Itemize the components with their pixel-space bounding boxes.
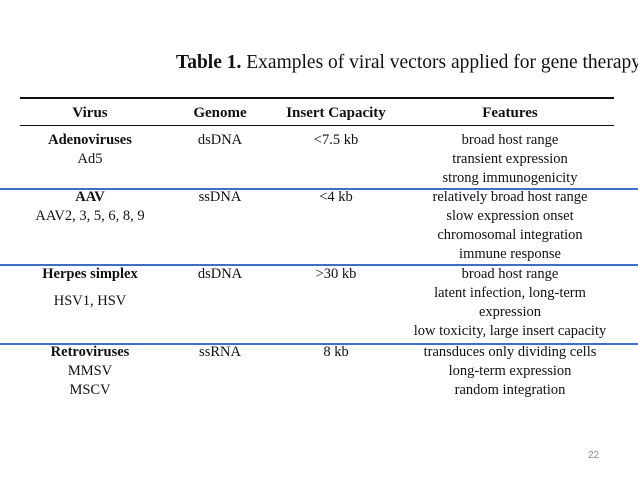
feature-line: low toxicity, large insert capacity — [413, 323, 607, 339]
insert-capacity-cell: <7.5 kb — [313, 132, 359, 148]
feature-line: broad host range — [461, 266, 559, 282]
table-header-rule — [20, 125, 614, 126]
virus-serotypes: Ad5 — [77, 151, 103, 167]
virus-serotypes: MMSV — [67, 363, 113, 379]
row-separator — [0, 343, 638, 345]
feature-line: transient expression — [452, 151, 568, 167]
virus-name: Herpes simplex — [42, 266, 138, 282]
table-row-virus: Retroviruses MMSV MSCV — [20, 343, 160, 400]
feature-line: slow expression onset — [446, 208, 574, 224]
genome-cell: ssRNA — [199, 344, 241, 360]
features-cell: broad host range transient expression st… — [402, 131, 618, 188]
header-features: Features — [482, 105, 538, 121]
table-row-virus: Adenoviruses Ad5 — [20, 131, 160, 169]
features-cell: transduces only dividing cells long-term… — [402, 343, 618, 400]
table-caption-text: Examples of viral vectors applied for ge… — [246, 52, 638, 73]
feature-line: chromosomal integration — [437, 227, 583, 243]
table-row-virus: AAV AAV2, 3, 5, 6, 8, 9 — [20, 188, 160, 226]
feature-line: latent infection, long-term — [434, 285, 586, 301]
feature-line: strong immunogenicity — [442, 170, 578, 186]
header-insert-capacity: Insert Capacity — [286, 105, 386, 121]
virus-serotypes: HSV1, HSV — [53, 293, 127, 309]
feature-line: relatively broad host range — [432, 189, 588, 205]
row-separator — [0, 188, 638, 190]
virus-name: Retroviruses — [50, 344, 130, 360]
table-caption: Table 1. Examples of viral vectors appli… — [176, 52, 638, 74]
genome-cell: dsDNA — [197, 266, 243, 282]
page-number: 22 — [588, 450, 600, 461]
table-top-rule — [20, 97, 614, 99]
virus-name: Adenoviruses — [48, 132, 132, 148]
header-virus: Virus — [72, 105, 108, 121]
feature-line: expression — [478, 304, 541, 320]
genome-cell: ssDNA — [198, 189, 242, 205]
features-cell: broad host range latent infection, long-… — [402, 265, 618, 341]
table-caption-label: Table 1. — [176, 52, 242, 73]
header-genome: Genome — [193, 105, 247, 121]
feature-line: broad host range — [461, 132, 559, 148]
virus-serotypes: AAV2, 3, 5, 6, 8, 9 — [35, 208, 145, 224]
row-separator — [0, 264, 638, 266]
feature-line: immune response — [459, 246, 561, 262]
insert-capacity-cell: <4 kb — [319, 189, 353, 205]
insert-capacity-cell: 8 kb — [323, 344, 349, 360]
feature-line: long-term expression — [448, 363, 572, 379]
features-cell: relatively broad host range slow express… — [402, 188, 618, 264]
feature-line: transduces only dividing cells — [423, 344, 597, 360]
genome-cell: dsDNA — [197, 132, 243, 148]
virus-name: AAV — [75, 189, 105, 205]
feature-line: random integration — [454, 382, 566, 398]
insert-capacity-cell: >30 kb — [315, 266, 357, 282]
virus-serotypes: MSCV — [69, 382, 111, 398]
table-row-virus: Herpes simplex — [20, 265, 160, 284]
